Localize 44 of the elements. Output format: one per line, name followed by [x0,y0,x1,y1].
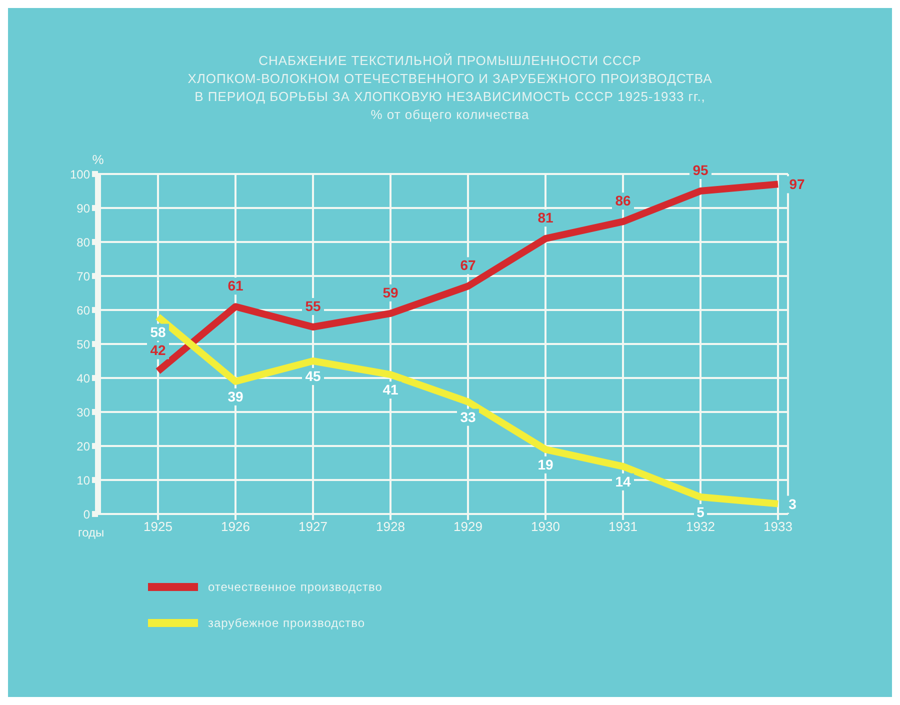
chart-subtitle: % от общего количества [370,106,530,124]
data-label: 33 [460,408,476,425]
x-tick-label: 1929 [454,519,482,534]
data-label: 14 [615,473,631,490]
data-label: 67 [460,257,476,274]
data-label: 45 [305,368,321,384]
legend-label: зарубежное производство [208,616,366,630]
data-label: 97 [789,176,805,192]
data-label: 55 [305,298,321,314]
data-label: 42 [150,342,166,358]
data-label: 58 [150,324,166,340]
x-tick-label: 1931 [608,519,638,534]
x-tick-label: 1927 [298,519,328,534]
y-tick-label: 80 [76,235,90,250]
legend-label: отечественное производство [208,580,382,594]
data-label: 5 [696,504,705,520]
y-axis-title: % [92,152,104,167]
x-tick-label: 1930 [531,519,560,534]
y-tick-label: 40 [76,371,90,386]
data-label: 59 [382,284,398,300]
x-tick-label: 1932 [686,519,715,534]
y-tick-label: 30 [76,405,90,420]
y-tick-label: 0 [83,507,90,522]
x-tick-label: 1928 [376,519,405,534]
chart-title: СНАБЖЕНИЕ ТЕКСТИЛЬНОЙ ПРОМЫШЛЕННОСТИ СССР ХЛОПКОМ-ВОЛОКНОМ ОТЕЧЕСТВЕННОГО И ЗАРУБЕЖНОГО ПРОИЗВОДСТВА В ПЕРИОД БОРЬБЫ ЗА ХЛОПКОВУЮ НЕЗАВИСИМОСТЬ СССР 1925-1933 гг., [186,52,714,106]
data-label: 41 [382,382,398,398]
data-label: 39 [228,388,244,404]
data-label: 81 [538,210,554,226]
x-tick-label: 1933 [764,519,792,534]
y-tick-label: 100 [70,167,90,182]
x-axis-title: годы [78,525,104,540]
y-tick-label: 10 [76,473,90,488]
data-label: 95 [692,162,708,178]
x-tick-label: 1926 [221,519,250,534]
y-tick-label: 50 [76,337,90,352]
data-label: 86 [615,192,631,209]
data-label: 19 [538,456,554,472]
x-tick-label: 1925 [144,519,172,534]
y-tick-label: 90 [76,201,90,216]
data-label: 3 [788,496,797,512]
y-tick-label: 70 [76,269,90,284]
y-tick-label: 20 [76,439,90,454]
data-label: 61 [228,278,244,294]
y-tick-label: 60 [76,303,90,318]
